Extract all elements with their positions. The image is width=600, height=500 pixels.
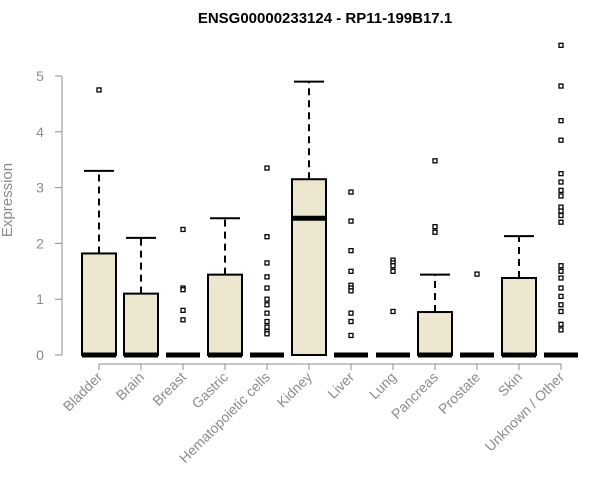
- outlier-point: [558, 170, 564, 177]
- y-tick-label: 5: [36, 68, 44, 84]
- outlier-point: [390, 308, 396, 315]
- box-group-skin: [501, 235, 537, 358]
- x-tick-label: Breast: [149, 369, 189, 409]
- outlier-point: [180, 287, 186, 293]
- outlier-point: [558, 275, 564, 281]
- outlier-point: [264, 324, 270, 330]
- outlier-point: [348, 248, 354, 254]
- outlier-point: [180, 317, 186, 323]
- x-tick-label: Skin: [495, 369, 526, 400]
- y-tick-label: 1: [36, 291, 44, 307]
- box-group-lung: [376, 257, 410, 358]
- outlier-point: [558, 179, 564, 185]
- box: [417, 311, 453, 356]
- outlier-point: [96, 87, 102, 93]
- outlier-point: [264, 296, 270, 302]
- outlier-point: [558, 187, 564, 194]
- outlier-point: [390, 268, 396, 274]
- x-tick-label: Brain: [113, 369, 147, 403]
- outlier-point: [474, 271, 480, 277]
- outlier-point: [558, 137, 564, 143]
- outlier-point: [180, 226, 186, 233]
- outlier-point: [180, 307, 186, 314]
- box-group-kidney: [291, 80, 327, 356]
- outlier-point: [390, 263, 396, 269]
- outlier-point: [264, 318, 270, 325]
- x-tick-label: Prostate: [435, 369, 483, 417]
- outlier-point: [264, 331, 270, 337]
- x-tick-label: Kidney: [274, 369, 316, 411]
- outlier-point: [558, 193, 564, 199]
- box-group-hematopoietic-cells: [250, 165, 284, 358]
- outlier-point: [348, 268, 354, 274]
- outlier-point: [264, 260, 270, 266]
- outlier-point: [558, 263, 564, 269]
- box-group-liver: [334, 189, 368, 358]
- outlier-point: [558, 208, 564, 214]
- y-tick-label: 2: [36, 235, 44, 251]
- outlier-point: [348, 318, 354, 325]
- box-group-bladder: [81, 87, 117, 358]
- box-group-pancreas: [417, 158, 453, 358]
- outlier-point: [432, 224, 438, 230]
- box-group-gastric: [207, 217, 243, 358]
- y-tick-label: 4: [36, 124, 44, 140]
- x-tick-label: Unknown / Other: [482, 369, 568, 455]
- y-tick-label: 3: [36, 180, 44, 196]
- outlier-point: [348, 288, 354, 294]
- outlier-point: [558, 308, 564, 315]
- outlier-point: [558, 83, 564, 89]
- outlier-point: [558, 285, 564, 291]
- outlier-point: [264, 274, 270, 280]
- outlier-point: [558, 117, 564, 124]
- box: [123, 292, 159, 356]
- outlier-point: [558, 302, 564, 308]
- outlier-point: [558, 212, 564, 219]
- outlier-point: [264, 285, 270, 291]
- x-tick-label: Bladder: [60, 369, 106, 415]
- outlier-point: [558, 219, 564, 225]
- box: [81, 252, 117, 356]
- outlier-point: [348, 218, 354, 224]
- outlier-point: [558, 293, 564, 300]
- y-axis-label: Expression: [0, 163, 16, 237]
- outlier-point: [348, 310, 354, 316]
- outlier-point: [432, 229, 438, 235]
- box-group-brain: [123, 236, 159, 358]
- box-group-unknown-other: [544, 42, 578, 358]
- outlier-point: [264, 310, 270, 316]
- x-tick-label: Pancreas: [388, 369, 441, 422]
- outlier-point: [264, 234, 270, 240]
- outlier-point: [558, 268, 564, 274]
- x-tick-label: Lung: [366, 369, 399, 402]
- outlier-point: [348, 332, 354, 339]
- box: [501, 276, 537, 356]
- chart-title: ENSG00000233124 - RP11-199B17.1: [198, 10, 452, 27]
- outlier-point: [264, 165, 270, 171]
- y-tick-label: 0: [36, 347, 44, 363]
- outlier-point: [558, 327, 564, 333]
- outlier-point: [348, 189, 354, 195]
- box: [207, 273, 243, 357]
- x-tick-label: Liver: [324, 369, 357, 402]
- outlier-point: [432, 158, 438, 164]
- outlier-point: [558, 42, 564, 48]
- box: [291, 178, 327, 356]
- y-axis: 0 1 2 3 4 5: [36, 68, 63, 363]
- outlier-point: [264, 302, 270, 308]
- plot-area: [81, 42, 578, 358]
- box-group-prostate: [460, 271, 494, 358]
- outlier-point: [558, 321, 564, 327]
- box-group-breast: [166, 226, 200, 358]
